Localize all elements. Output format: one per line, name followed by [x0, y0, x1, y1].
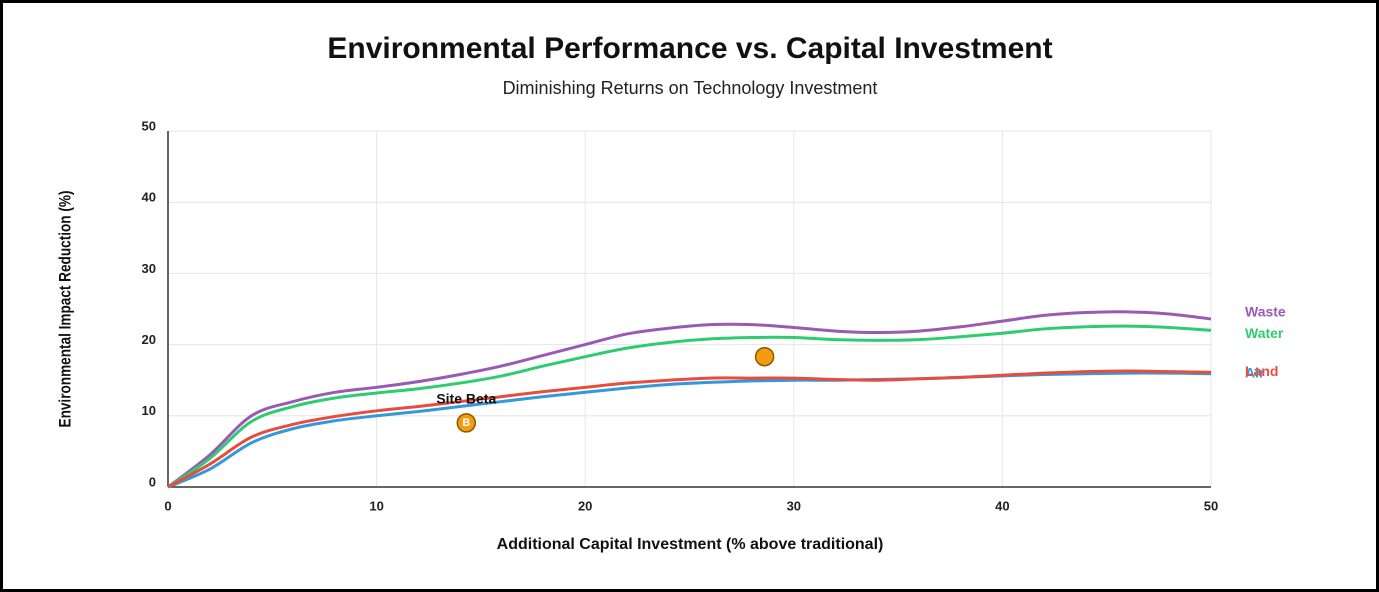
x-tick-label: 50 [1204, 498, 1218, 513]
y-tick-label: 30 [142, 261, 156, 276]
y-tick-label: 0 [149, 474, 156, 489]
chart-title: Environmental Performance vs. Capital In… [327, 32, 1052, 65]
legend-label: Water [1245, 325, 1284, 341]
y-axis-label: Environmental Impact Reduction (%) [56, 191, 75, 428]
chart-subtitle: Diminishing Returns on Technology Invest… [503, 78, 878, 98]
y-tick-label: 50 [142, 118, 156, 133]
point-marker: B [462, 417, 470, 429]
x-axis-label: Additional Capital Investment (% above t… [497, 536, 884, 553]
y-tick-label: 10 [142, 403, 156, 418]
y-tick-label: 20 [142, 332, 156, 347]
legend-label: Land [1245, 363, 1278, 379]
legend-label: Waste [1245, 304, 1286, 320]
x-tick-label: 10 [369, 498, 383, 513]
x-tick-label: 30 [787, 498, 801, 513]
point-label: Site Beta [436, 391, 496, 407]
series-line [167, 310, 1212, 489]
legend-label: Air [1245, 364, 1265, 380]
x-tick-label: 0 [164, 498, 171, 513]
data-point [456, 413, 477, 433]
series-line [167, 369, 1212, 489]
x-tick-label: 40 [995, 498, 1009, 513]
x-tick-label: 20 [578, 498, 592, 513]
data-point [754, 346, 775, 367]
series-line [167, 324, 1212, 489]
y-tick-label: 40 [142, 190, 156, 205]
